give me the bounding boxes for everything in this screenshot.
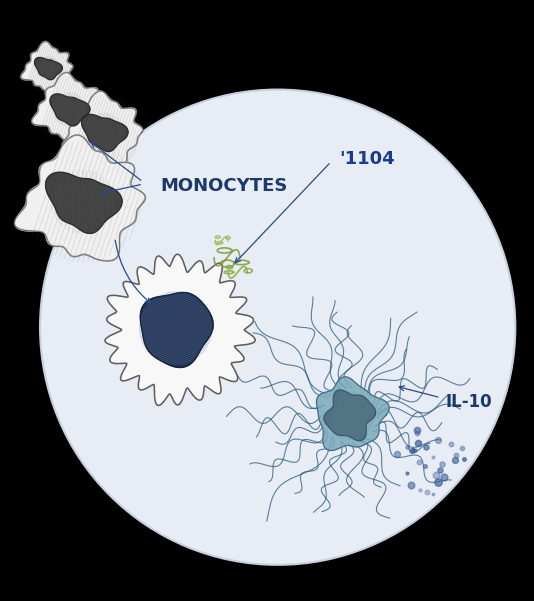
Polygon shape (324, 390, 375, 441)
Polygon shape (140, 293, 213, 367)
Polygon shape (317, 377, 389, 451)
Polygon shape (35, 58, 62, 80)
Circle shape (40, 90, 515, 565)
Polygon shape (21, 41, 73, 92)
Polygon shape (82, 114, 128, 151)
Polygon shape (105, 254, 255, 405)
Text: '1104: '1104 (339, 150, 395, 168)
Polygon shape (32, 73, 104, 142)
Text: MONOCYTES: MONOCYTES (160, 177, 288, 195)
Polygon shape (45, 172, 122, 233)
Text: IL-10: IL-10 (446, 393, 492, 411)
Polygon shape (50, 94, 90, 126)
Polygon shape (15, 135, 145, 261)
Polygon shape (62, 91, 143, 169)
